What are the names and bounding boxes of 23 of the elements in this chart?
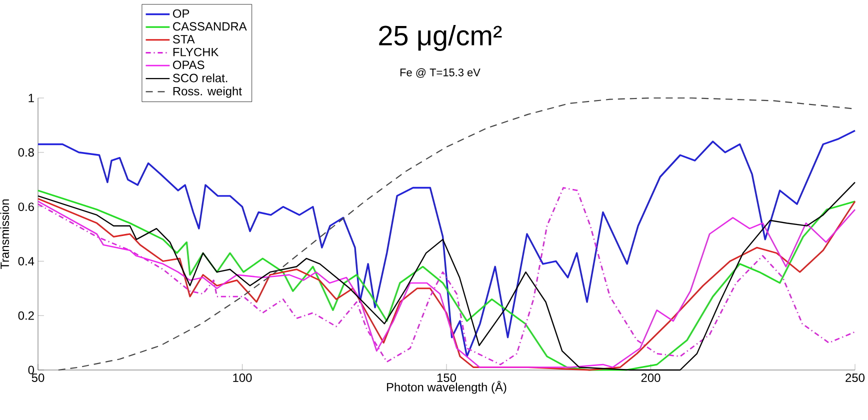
line-series <box>37 130 856 358</box>
legend-label: STA <box>172 35 195 44</box>
y-axis-title: Transmission <box>0 199 10 270</box>
x-tick-label: 150 <box>437 374 456 382</box>
x-tick-label: 250 <box>846 374 865 382</box>
chart-subtitle: Fe @ T=15.3 eV <box>400 68 480 78</box>
x-tick-label: 200 <box>641 374 660 382</box>
legend-label: OPAS <box>173 60 204 70</box>
legend-label: OP <box>173 9 190 18</box>
y-tick-label: 0 <box>28 366 34 374</box>
legend-label: CASSANDRA <box>173 22 247 31</box>
legend-label: FLYCHK <box>173 48 219 56</box>
y-tick-label: 0.6 <box>18 202 34 212</box>
y-tick-label: 0.2 <box>18 311 34 320</box>
legend-label: SCO relat. <box>172 74 228 82</box>
x-tick-label: 50 <box>32 374 44 382</box>
y-tick-label: 0.4 <box>18 256 34 266</box>
chart-title: 25 μg/cm² <box>379 25 502 51</box>
x-tick-label: 100 <box>233 374 252 382</box>
y-tick-label: 1 <box>28 94 34 102</box>
legend-label: Ross. weight <box>173 86 242 98</box>
x-axis-title: Photon wavelength (Å) <box>387 380 506 394</box>
y-tick-label: 0.8 <box>18 148 34 157</box>
